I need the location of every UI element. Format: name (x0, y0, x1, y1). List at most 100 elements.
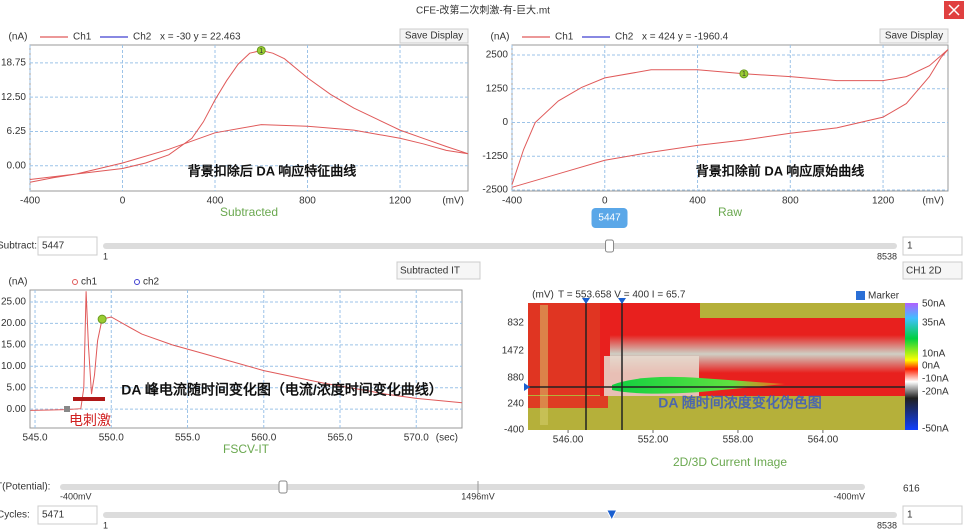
slider-label: Subtract: (0, 241, 37, 252)
y-unit: (nA) (491, 32, 510, 43)
plot-area (29, 44, 469, 192)
x-tick-label: -400 (502, 196, 522, 207)
colorbar-label: 10nA (922, 349, 946, 360)
colorbar-label: -20nA (922, 387, 949, 398)
x-tick-label: 565.0 (327, 433, 352, 444)
save-display-button[interactable] (399, 28, 469, 44)
checkbox-label: Marker (868, 291, 900, 302)
x-axis-label: Raw (718, 205, 742, 219)
stimulus-start (64, 406, 70, 412)
cursor-marker (97, 314, 107, 324)
cursor-readout: x = 424 y = -1960.4 (642, 32, 729, 43)
colorbar-label: -50nA (922, 424, 949, 435)
annotation: DA 峰电流随时间变化图（电流/浓度时间变化曲线） (121, 382, 442, 398)
slider-label: T(Potential): (0, 482, 50, 493)
cursor-marker (739, 69, 749, 79)
x-tick-label: 558.00 (723, 435, 754, 446)
y-tick-label: 20.00 (1, 318, 26, 329)
x-tick-label: 400 (207, 196, 224, 207)
y-tick-label: 0.00 (7, 404, 27, 415)
x-tick-label: 0 (602, 196, 608, 207)
slider-min: 1 (103, 251, 108, 261)
slider-track[interactable] (103, 243, 897, 249)
x-tick-label: 0 (120, 196, 126, 207)
slider-label: Cycles: (0, 510, 30, 521)
annotation: 背景扣除后 DA 响应特征曲线 (188, 163, 357, 178)
y-tick-label: 0 (502, 117, 508, 128)
spin-box[interactable] (902, 505, 963, 525)
colorbar-label: -10nA (922, 374, 949, 385)
y-tick-label: 832 (507, 318, 524, 329)
marker-checkbox[interactable] (856, 291, 865, 300)
data-line (511, 49, 949, 188)
value-input[interactable] (37, 236, 98, 256)
it-dropdown-label: Subtracted IT (400, 266, 460, 277)
legend-label: Ch2 (615, 32, 634, 43)
y-tick-label: -400 (504, 425, 524, 436)
y-tick-label: 0.00 (7, 160, 27, 171)
legend-label: ch2 (143, 277, 160, 288)
data-line (30, 291, 463, 411)
x-axis-label: FSCV-IT (223, 442, 270, 456)
plot-area (29, 289, 463, 429)
x-tick-label: 800 (299, 196, 316, 207)
y-tick-label: 1472 (502, 346, 525, 357)
save-display-label: Save Display (885, 31, 943, 42)
save-display-button[interactable] (879, 28, 949, 44)
image-dropdown-label: CH1 2D (906, 266, 942, 277)
data-line (29, 49, 469, 183)
annotation: 背景扣除前 DA 响应原始曲线 (696, 163, 865, 178)
legend-label: ch1 (81, 277, 98, 288)
colorbar-label: 0nA (922, 361, 940, 372)
y-unit: (nA) (9, 32, 28, 43)
y-tick-label: 12.50 (1, 92, 26, 103)
x-tick-label: 570.0 (404, 433, 429, 444)
stimulus-label: 电刺激 (69, 412, 111, 429)
x-tick-label: 564.00 (808, 435, 839, 446)
annotation: DA 随时间浓度变化伪色图 (658, 395, 822, 411)
slider-thumb[interactable] (605, 509, 618, 522)
value-input[interactable] (37, 505, 98, 525)
close-icon (948, 4, 960, 16)
x-tick-label: 1200 (389, 196, 412, 207)
y-tick-label: 1250 (486, 83, 509, 94)
x-axis-label: Subtracted (220, 205, 278, 219)
slider-track[interactable] (103, 512, 897, 518)
y-tick-label: 25.00 (1, 297, 26, 308)
y-tick-label: 880 (507, 373, 524, 384)
title-bar (0, 0, 966, 22)
window-title: CFE-改第二次刺激-有-巨大.mt (416, 4, 550, 17)
spin-box[interactable] (902, 236, 963, 256)
save-display-label: Save Display (405, 31, 463, 42)
spin-box-text: 1 (907, 241, 913, 252)
y-tick-label: 240 (507, 399, 524, 410)
value-input-text: 5447 (42, 241, 65, 252)
cursor-readout: T = 553.658 V = 400 I = 65.7 (558, 290, 686, 301)
x-unit: (mV) (922, 196, 944, 207)
x-tick-label: 545.0 (23, 433, 48, 444)
x-tick-label: 800 (782, 196, 799, 207)
image-dropdown[interactable] (902, 261, 963, 280)
slider-thumb[interactable] (278, 480, 288, 494)
y-unit: (mV) (532, 290, 554, 301)
slider-thumb[interactable] (605, 239, 615, 253)
legend-label: Ch1 (555, 32, 574, 43)
x-tick-label: 400 (689, 196, 706, 207)
y-tick-label: -1250 (482, 151, 508, 162)
y-tick-label: 5.00 (7, 382, 27, 393)
cursor-readout: x = -30 y = 22.463 (160, 32, 241, 43)
x-tick-label: 546.00 (553, 435, 584, 446)
x-unit: (sec) (436, 433, 458, 444)
it-dropdown[interactable] (396, 261, 481, 280)
slider-bubble-text: 5447 (598, 213, 621, 224)
slider-track[interactable] (60, 484, 865, 490)
x-tick-label: 550.0 (99, 433, 124, 444)
heatmap (524, 298, 918, 430)
y-tick-label: 15.00 (1, 339, 26, 350)
colorbar-label: 50nA (922, 299, 946, 310)
slider-mark-label: -400mV (60, 491, 92, 501)
spin-box-text: 1 (907, 510, 913, 521)
y-unit: (nA) (9, 277, 28, 288)
legend-label: Ch2 (133, 32, 152, 43)
